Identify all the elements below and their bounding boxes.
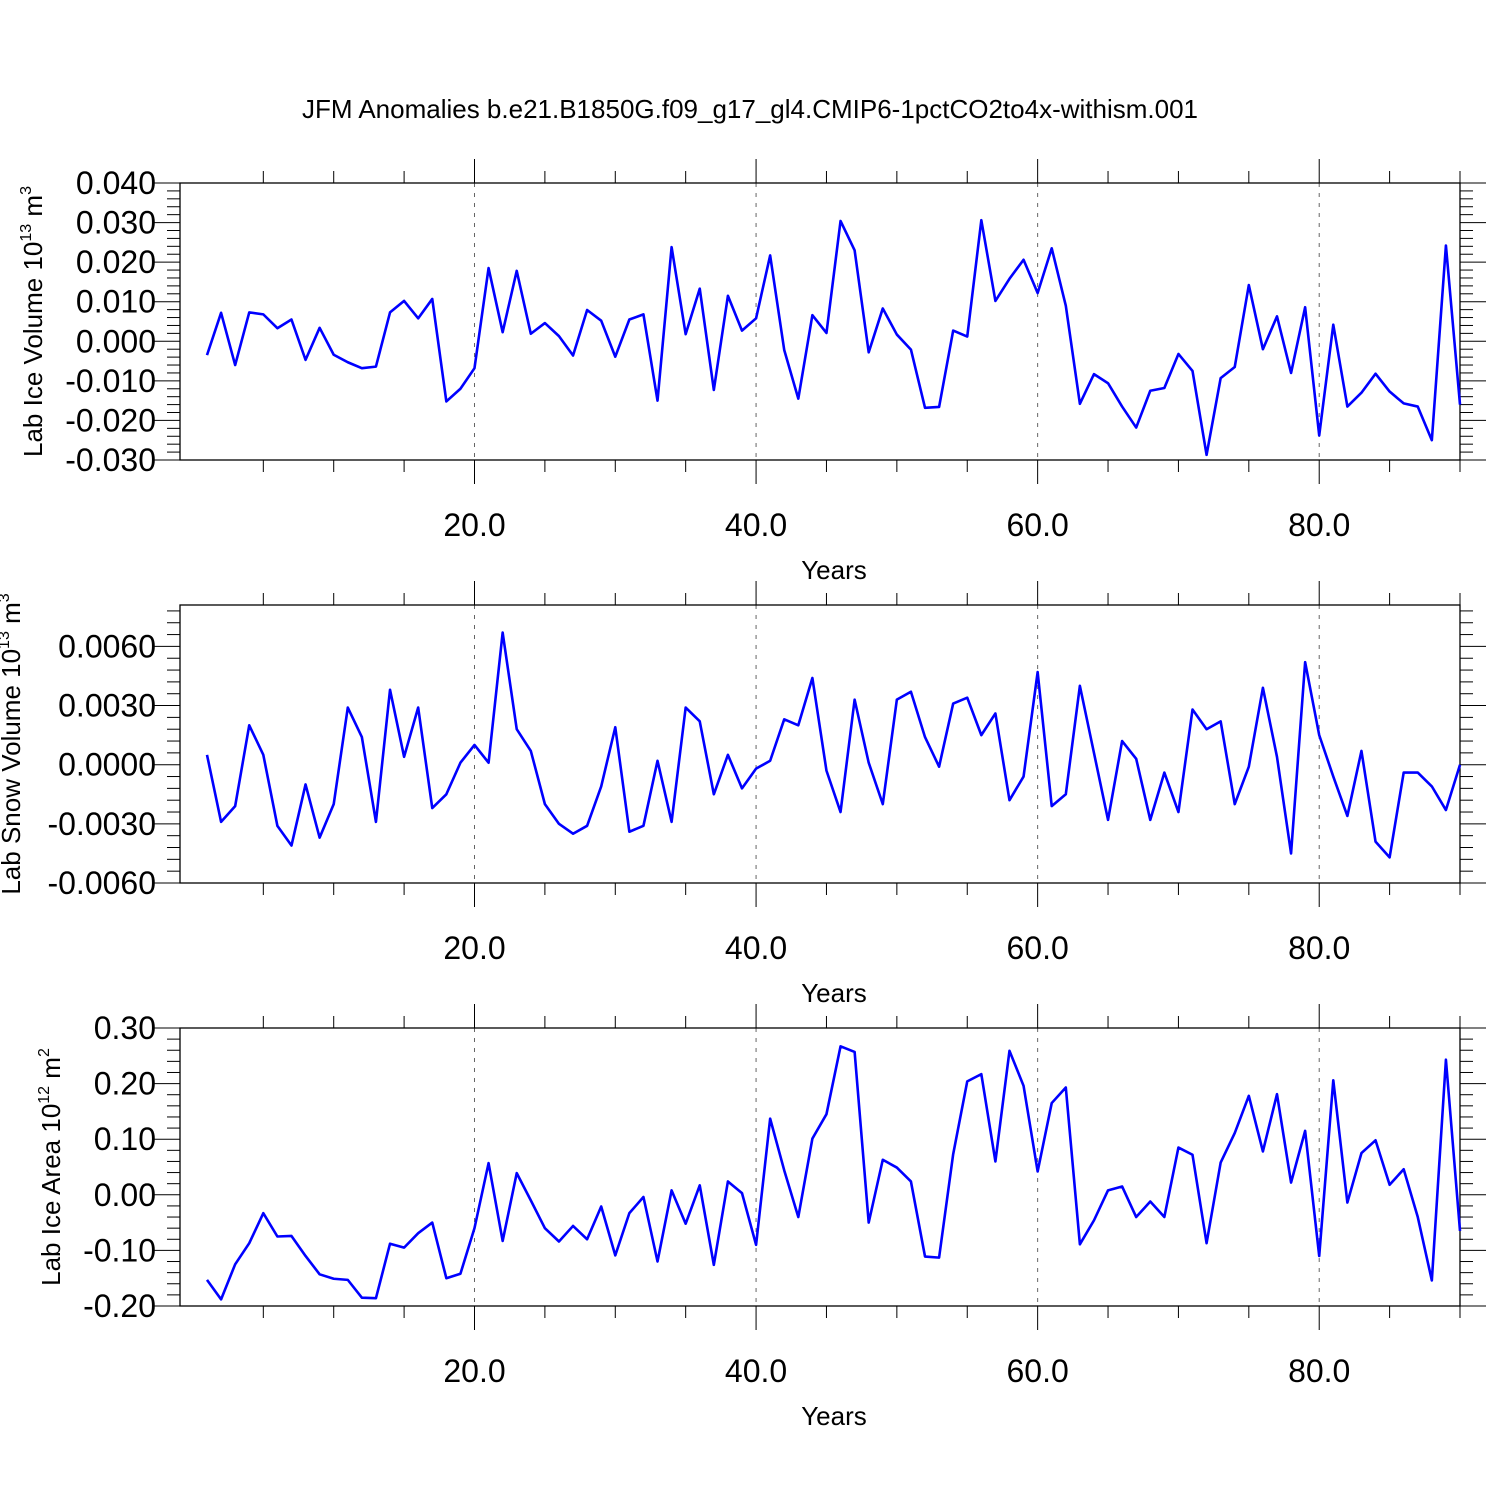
y-axis-label: Lab Ice Area 1012 m2	[36, 1048, 66, 1286]
x-axis-label: Years	[801, 1401, 867, 1431]
x-tick-label: 60.0	[1006, 1353, 1068, 1389]
series-line	[205, 1045, 1462, 1301]
y-tick-label: -0.0060	[47, 865, 156, 901]
x-axis-label: Years	[801, 555, 867, 585]
y-axis-label: Lab Ice Volume 1013 m3	[18, 186, 48, 457]
y-tick-label: 0.0000	[58, 747, 156, 783]
x-tick-label: 20.0	[443, 1353, 505, 1389]
y-tick-label: -0.10	[83, 1232, 156, 1268]
y-tick-label: -0.20	[83, 1288, 156, 1324]
panels: 20.0 40.0 60.0 80.0-0.030-0.020-0.0100.0000…	[0, 159, 1486, 1431]
chart-title: JFM Anomalies b.e21.B1850G.f09_g17_gl4.C…	[302, 94, 1198, 124]
x-tick-label: 40.0	[725, 930, 787, 966]
y-tick-label: 0.10	[94, 1121, 156, 1157]
x-axis-label: Years	[801, 978, 867, 1008]
x-tick-label: 40.0	[725, 1353, 787, 1389]
y-tick-label: 0.020	[76, 244, 156, 280]
plot-frame	[179, 1027, 1461, 1307]
y-tick-label: -0.010	[65, 363, 156, 399]
y-axis-label: Lab Snow Volume 1013 m3	[0, 593, 26, 894]
y-tick-label: 0.00	[94, 1177, 156, 1213]
y-tick-label: -0.0030	[47, 806, 156, 842]
y-tick-label: 0.010	[76, 284, 156, 320]
y-tick-label: 0.20	[94, 1066, 156, 1102]
panel-2: 20.0 40.0 60.0 80.0 -0.0060 -0.0030 0.0000 0.00…	[0, 581, 1486, 1008]
x-tick-label: 60.0	[1006, 507, 1068, 543]
panel-1: 20.0 40.0 60.0 80.0-0.030-0.020-0.0100.0000…	[18, 159, 1486, 585]
x-tick-label: 20.0	[443, 930, 505, 966]
plot-frame	[179, 604, 1461, 884]
x-tick-label: 40.0	[725, 507, 787, 543]
x-tick-label: 80.0	[1288, 930, 1350, 966]
y-tick-label: 0.0030	[58, 688, 156, 724]
x-tick-label: 20.0	[443, 507, 505, 543]
x-tick-label: 80.0	[1288, 507, 1350, 543]
y-tick-label: 0.30	[94, 1010, 156, 1046]
y-tick-label: -0.020	[65, 402, 156, 438]
series-line	[205, 218, 1462, 457]
plot-frame	[179, 182, 1461, 461]
series-line	[205, 631, 1462, 859]
x-tick-label: 80.0	[1288, 1353, 1350, 1389]
y-tick-label: 0.030	[76, 205, 156, 241]
panel-3: 20.0 40.0 60.0 80.0 -0.20 -0.10 0.00 0.10 0.20 0.…	[36, 1004, 1486, 1431]
y-tick-label: 0.000	[76, 323, 156, 359]
y-tick-label: -0.030	[65, 442, 156, 478]
x-tick-label: 60.0	[1006, 930, 1068, 966]
y-tick-label: 0.0060	[58, 628, 156, 664]
y-tick-label: 0.040	[76, 165, 156, 201]
